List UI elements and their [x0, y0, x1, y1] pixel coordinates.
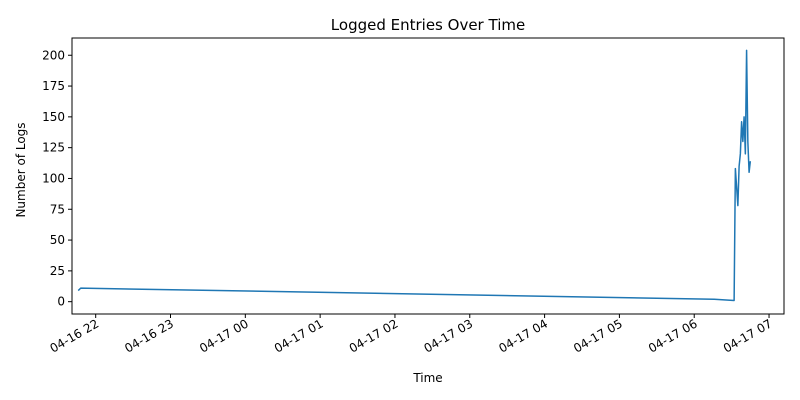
series-line-0	[77, 49, 752, 302]
plot-frame	[71, 37, 785, 315]
y-tick-label: 0	[57, 295, 65, 309]
y-tick-label: 150	[42, 110, 65, 124]
y-tick-label: 200	[42, 48, 65, 62]
y-tick-label: 25	[50, 264, 65, 278]
y-tick-label: 125	[42, 141, 65, 155]
y-axis-label: Number of Logs	[14, 122, 28, 217]
y-axis: 0 25 50 75 100 125 150 175 200	[42, 48, 72, 309]
y-tick-label: 50	[50, 233, 65, 247]
x-axis-label: Time	[412, 371, 442, 385]
chart-title: Logged Entries Over Time	[331, 16, 525, 34]
plot-area	[77, 49, 752, 302]
y-tick-label: 75	[50, 202, 65, 216]
y-tick-label: 175	[42, 79, 65, 93]
y-tick-label: 100	[42, 171, 65, 185]
